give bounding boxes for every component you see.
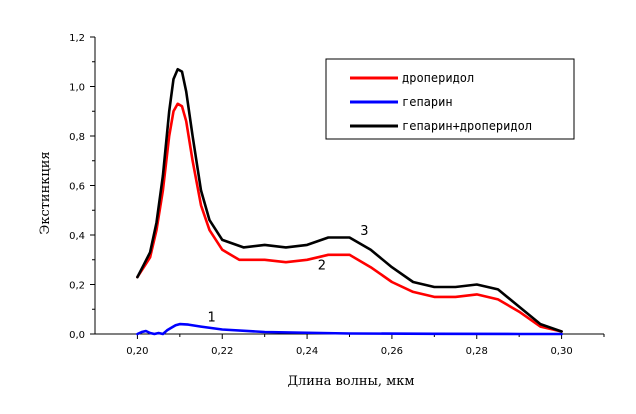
legend-label: дроперидол bbox=[402, 71, 474, 85]
y-axis-ticks: 0,0 0,2 0,4 0,6 0,8 1,0 1,2 bbox=[69, 33, 95, 341]
y-tick-label: 0,6 bbox=[69, 182, 85, 193]
series-line-3 bbox=[136, 67, 563, 333]
legend-label: гепарин+дроперидол bbox=[402, 119, 532, 133]
y-axis-title: Экстинкция bbox=[38, 151, 53, 234]
series-layer bbox=[136, 67, 563, 336]
curve-label: 3 bbox=[360, 224, 368, 239]
y-tick-label: 0,8 bbox=[69, 132, 85, 143]
curve-label: 1 bbox=[208, 311, 216, 326]
x-axis-title: Длина волны, мкм bbox=[287, 374, 414, 389]
annotation-layer: 1 2 3 bbox=[208, 224, 369, 326]
x-tick-label: 0,28 bbox=[466, 346, 488, 357]
y-tick-label: 0,4 bbox=[69, 231, 85, 242]
x-tick-label: 0,26 bbox=[381, 346, 403, 357]
curve-label: 2 bbox=[318, 259, 326, 274]
x-tick-label: 0,30 bbox=[550, 346, 572, 357]
y-tick-label: 0,0 bbox=[69, 330, 85, 341]
x-tick-label: 0,20 bbox=[126, 346, 148, 357]
y-tick-label: 0,2 bbox=[69, 281, 85, 292]
legend-label: гепарин bbox=[402, 95, 453, 109]
legend: дроперидол гепарин гепарин+дроперидол bbox=[325, 58, 575, 140]
series-line-2 bbox=[136, 322, 563, 336]
y-tick-label: 1,0 bbox=[69, 83, 85, 94]
x-tick-label: 0,22 bbox=[211, 346, 233, 357]
x-axis-ticks: 0,20 0,22 0,24 0,26 0,28 0,30 bbox=[126, 334, 605, 357]
y-tick-label: 1,2 bbox=[69, 33, 85, 44]
x-tick-label: 0,24 bbox=[296, 346, 318, 357]
series-line-1 bbox=[136, 102, 563, 333]
